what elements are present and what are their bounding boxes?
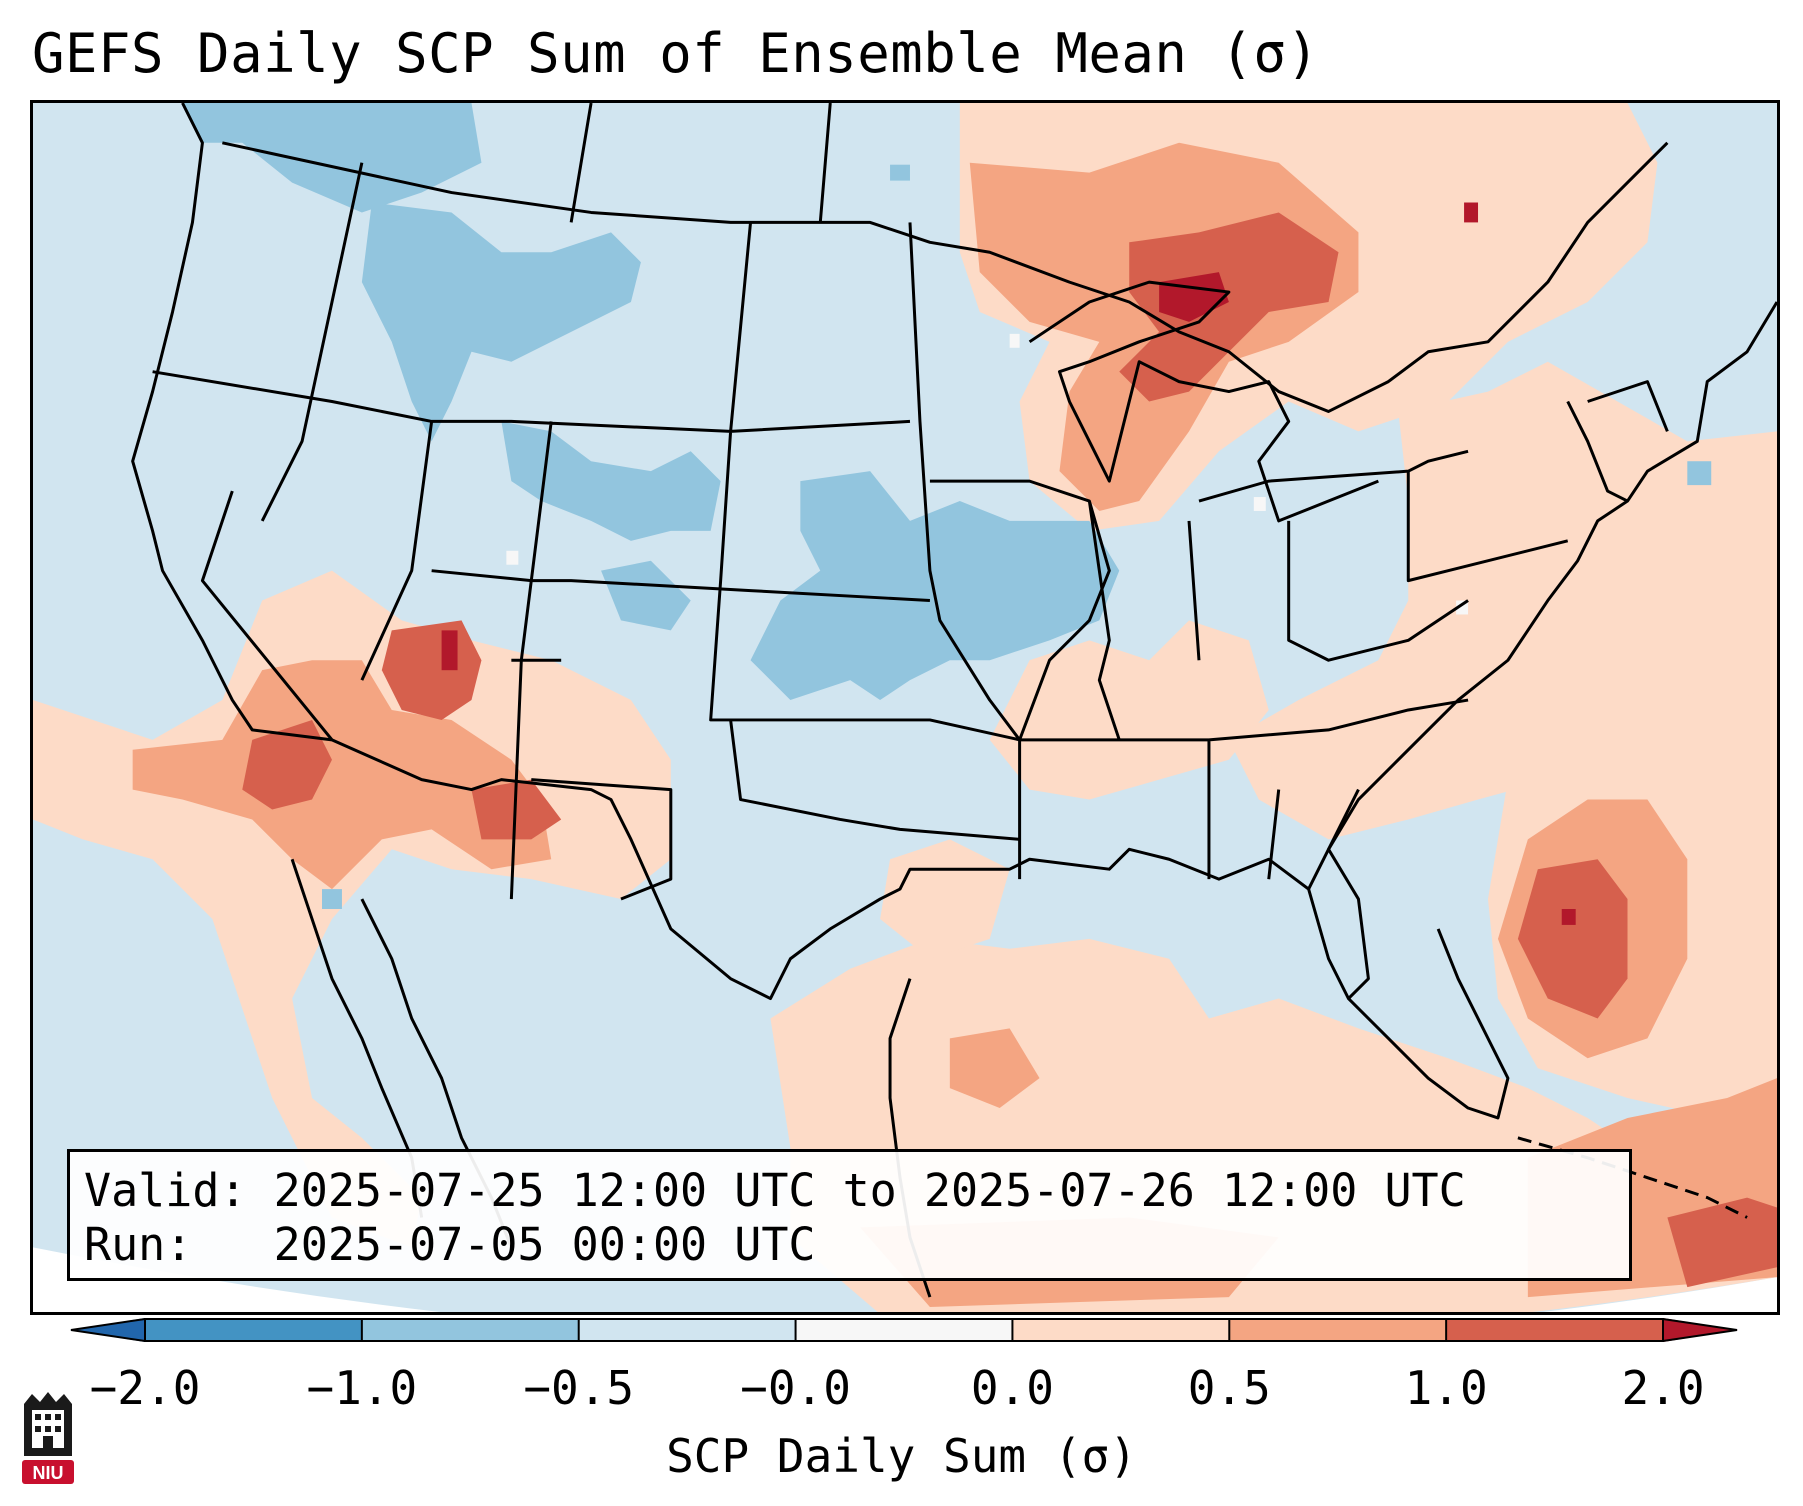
colorbar-segment: [795, 1318, 1013, 1342]
chart-title: GEFS Daily SCP Sum of Ensemble Mean (σ): [32, 22, 1320, 85]
state-lines-east: [1198, 380, 1669, 662]
us-outline: [131, 103, 1777, 1001]
florida-coastline: [1347, 928, 1510, 1120]
anomaly-region-pacific-northwest: [182, 103, 482, 213]
colorbar-tick-label: −0.5: [523, 1361, 635, 1415]
anomaly-cell-north-dakota: [890, 164, 910, 181]
neutral-cell-indiana: [1253, 497, 1266, 511]
colorbar-tick-label: −1.0: [306, 1361, 418, 1415]
neutral-cell-minnesota: [1009, 333, 1020, 348]
colorbar-label: SCP Daily Sum (σ): [666, 1429, 1137, 1483]
colorbar-segments: [70, 1318, 1738, 1342]
colorbar-ticks: [144, 1318, 1664, 1342]
colorbar-tick-label: 0.5: [1187, 1361, 1271, 1415]
anomaly-shading-neutral: [506, 333, 1469, 615]
anomaly-map: [33, 103, 1777, 1312]
run-label: Run:: [84, 1218, 193, 1271]
colorbar-tick-label: −0.0: [740, 1361, 851, 1415]
colorbar-tick-label: 0.0: [970, 1361, 1054, 1415]
anomaly-region-colorado: [601, 560, 691, 631]
anomaly-region-southern-nevada: [242, 719, 332, 810]
political-borders: [131, 103, 1777, 1298]
colorbar-segment: [1446, 1318, 1664, 1342]
anomaly-region-ohio-valley: [989, 620, 1269, 800]
anomaly-region-wyoming: [501, 421, 721, 541]
anomaly-region-southwest-mid: [132, 660, 552, 890]
colorbar-tick-label: 1.0: [1404, 1361, 1488, 1415]
colorbar-tick-label: −2.0: [89, 1361, 201, 1415]
anomaly-region-atlantic-strong: [1517, 859, 1628, 1019]
neutral-cell-virginia: [1456, 600, 1469, 615]
anomaly-cell-utah-max: [441, 630, 458, 671]
anomaly-region-gulf-mid: [949, 1028, 1040, 1109]
colorbar-segment: [361, 1318, 580, 1342]
run-time: 2025-07-05 00:00 UTC: [273, 1218, 816, 1271]
colorbar-tick-label: 2.0: [1621, 1361, 1705, 1415]
colorbar-segment: [1229, 1318, 1447, 1342]
neutral-cell-utah: [506, 550, 519, 565]
anomaly-cell-ontario-max: [1464, 202, 1479, 223]
anomaly-region-caribbean-strong: [1667, 1197, 1777, 1288]
valid-range: 2025-07-25 12:00 UTC to 2025-07-26 12:00…: [273, 1164, 1466, 1217]
anomaly-cell-new-england: [1687, 461, 1712, 486]
valid-label: Valid:: [84, 1164, 247, 1217]
colorbar-segment: [1012, 1318, 1230, 1342]
anomaly-region-central-plains: [750, 471, 1120, 701]
colorbar-segment: [145, 1318, 363, 1342]
anomaly-cell-atlantic-max: [1561, 909, 1576, 925]
colorbar: [70, 1318, 1738, 1342]
state-lines-west: [152, 103, 1020, 901]
anomaly-region-northern-rockies: [361, 202, 641, 442]
canada-border: [222, 141, 1669, 413]
map-panel: [30, 100, 1780, 1315]
colorbar-segment: [578, 1318, 797, 1342]
colorbar-extend-low: [70, 1318, 145, 1342]
niu-logo-icon: NIU: [22, 1392, 74, 1484]
great-lakes-outline: [1028, 280, 1379, 523]
logo-text: NIU: [33, 1463, 64, 1483]
anomaly-region-great-lakes-strong: [1119, 212, 1339, 402]
anomaly-region-southwest-light: [33, 570, 671, 1248]
valid-run-info-box: Valid: 2025-07-25 12:00 UTC to 2025-07-2…: [67, 1149, 1632, 1281]
state-lines-central: [729, 222, 1469, 890]
colorbar-extend-high: [1663, 1318, 1738, 1342]
anomaly-cell-baja: [322, 889, 342, 909]
anomaly-shading-negative: [182, 103, 1712, 909]
